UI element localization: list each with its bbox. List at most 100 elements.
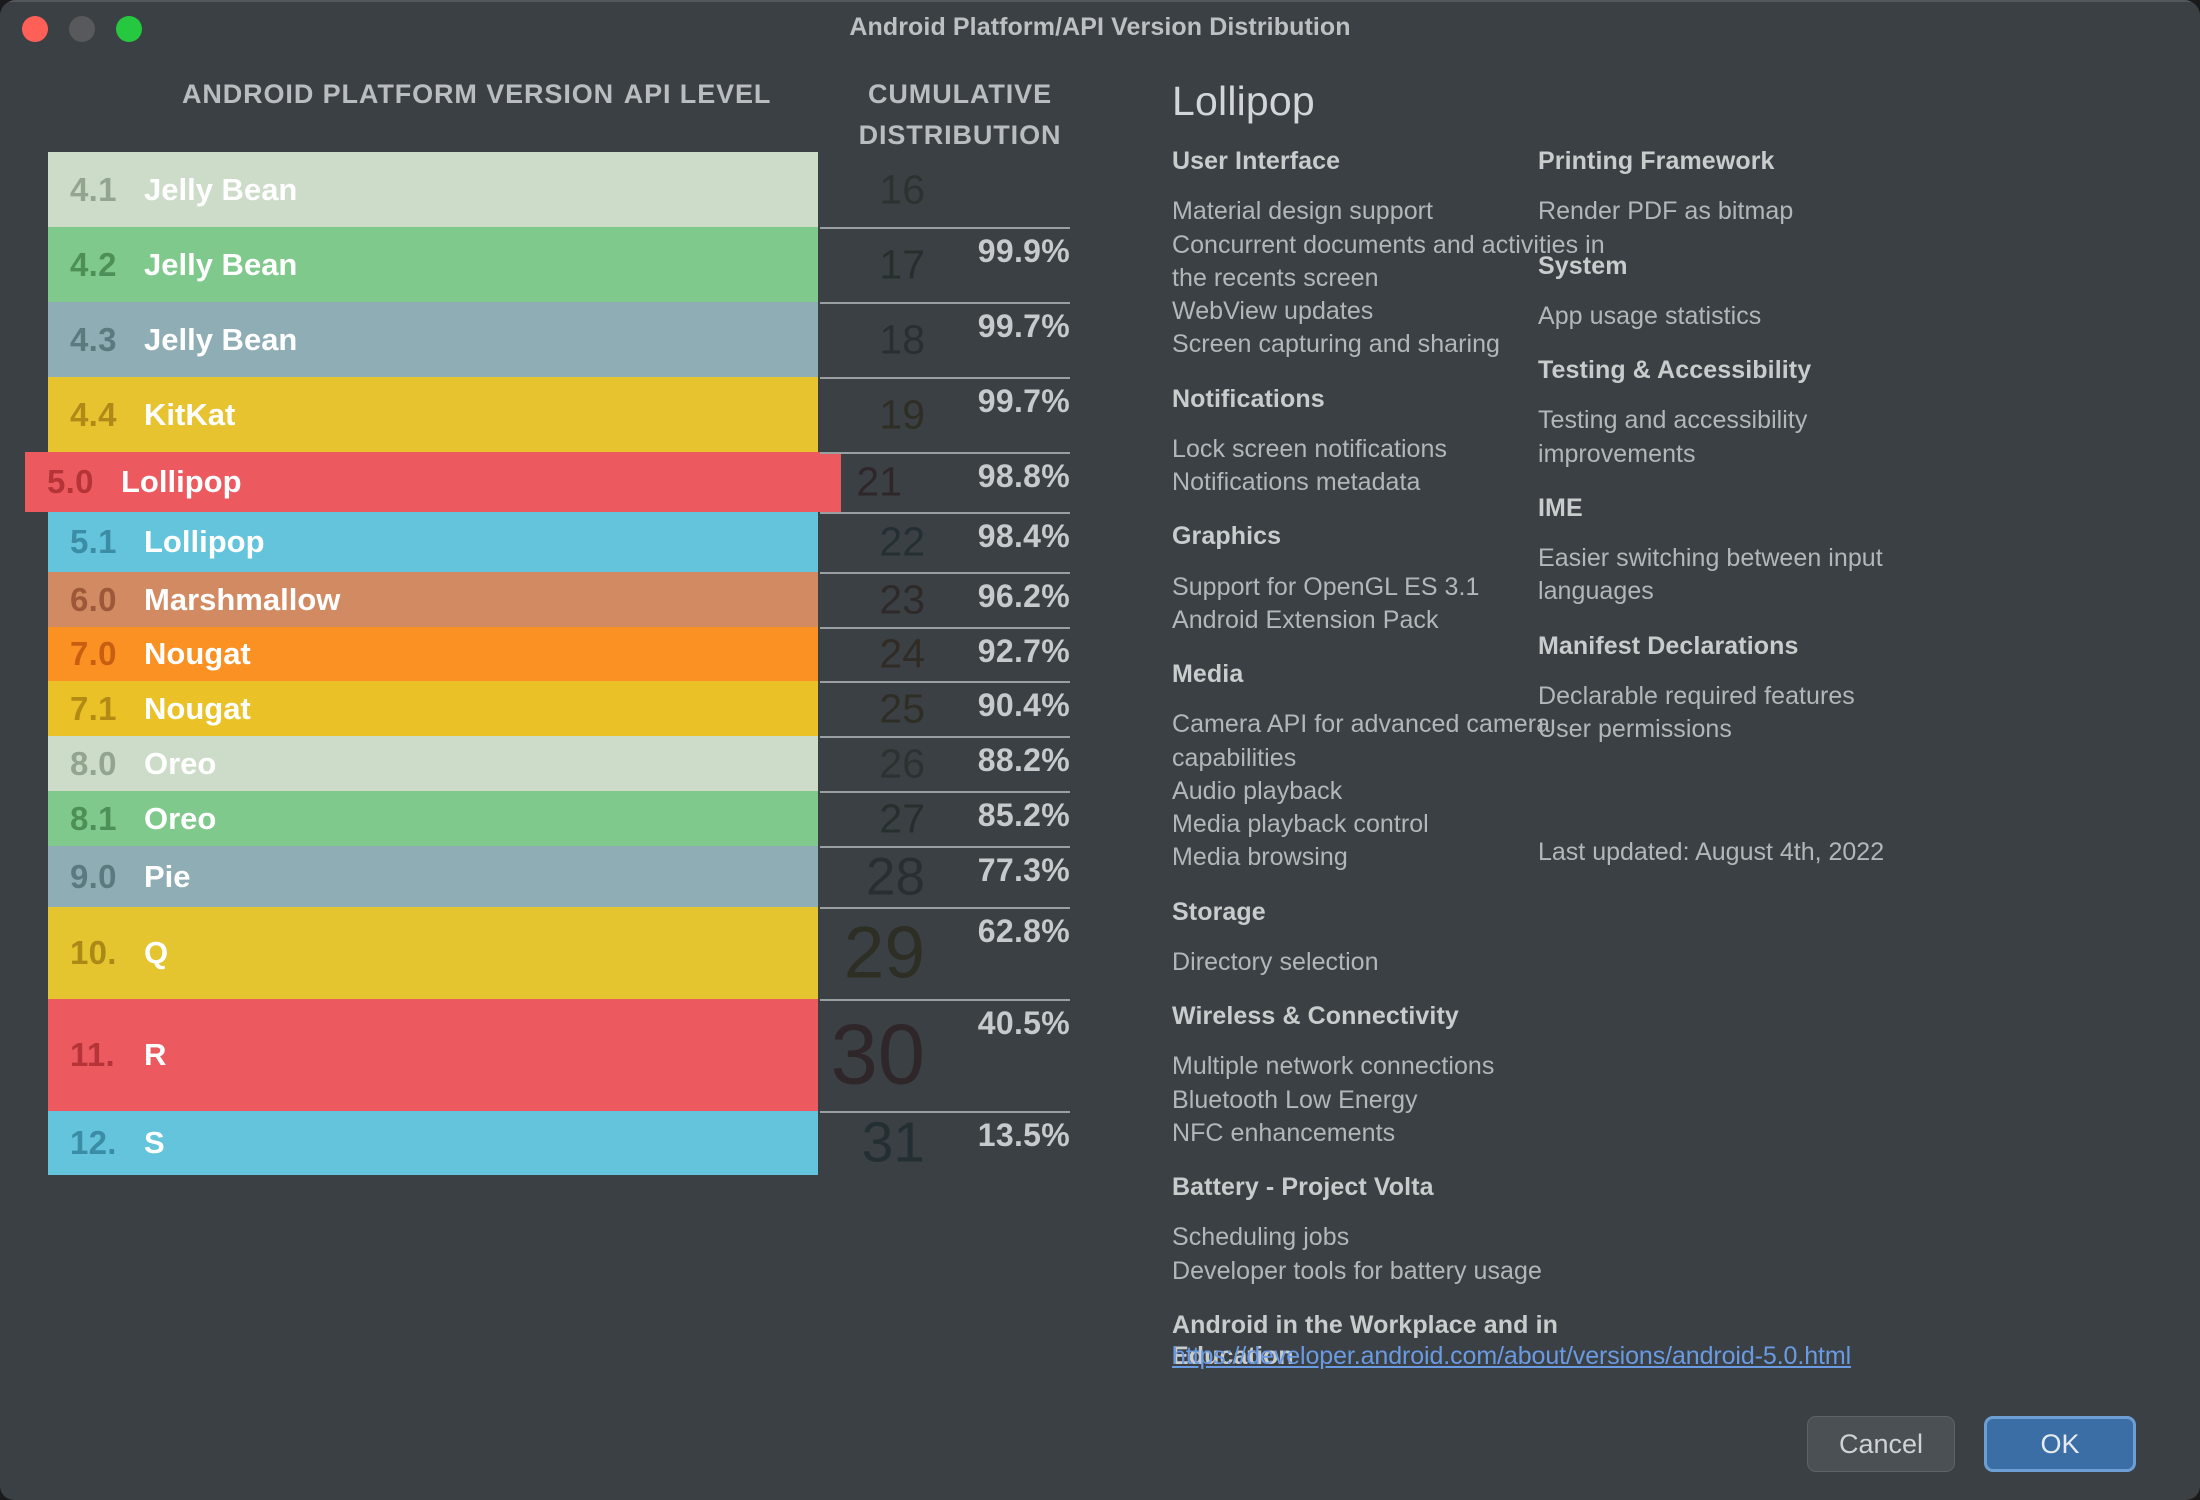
table-row[interactable]: 7.0 Nougat 24 92.7% (0, 627, 1100, 681)
feature-item: Scheduling jobs (1172, 1223, 1350, 1252)
row-platform-version: 10. (70, 934, 117, 971)
row-divider-line (820, 302, 1070, 304)
feature-section-heading: Wireless & Connectivity (1172, 1002, 1459, 1030)
table-row[interactable]: 10. Q 29 62.8% (0, 907, 1100, 999)
documentation-link[interactable]: https://developer.android.com/about/vers… (1172, 1342, 1852, 1370)
row-color-bar: 11. R (48, 999, 818, 1111)
row-platform-version: 5.1 (70, 523, 117, 560)
row-platform-version: 7.1 (70, 689, 117, 727)
feature-section-heading: System (1538, 251, 1628, 280)
row-cumulative-cell (820, 152, 1100, 227)
row-api-level: 22 (879, 518, 925, 565)
table-row[interactable]: 7.1 Nougat 25 90.4% (0, 681, 1100, 736)
row-color-bar: 4.4 KitKat (48, 377, 818, 452)
feature-section: Battery - Project Volta Scheduling jobs De… (1172, 1172, 1642, 1288)
feature-item: Multiple network connections (1172, 1052, 1495, 1081)
feature-section: Wireless & Connectivity Multiple network … (1172, 1001, 1642, 1150)
feature-item: Lock screen notifications (1172, 434, 1448, 463)
feature-item: Material design support (1172, 197, 1434, 226)
feature-section-heading: Testing & Accessibility (1538, 356, 1812, 384)
table-row[interactable]: 11. R 30 40.5% (0, 999, 1100, 1111)
feature-section-heading: Storage (1172, 897, 1266, 926)
row-api-level: 18 (879, 316, 925, 362)
window-title: Android Platform/API Version Distributio… (849, 13, 1351, 41)
window-controls (22, 16, 142, 42)
table-row[interactable]: 9.0 Pie 28 77.3% (0, 846, 1100, 907)
feature-item: Declarable required features (1538, 681, 1855, 710)
row-platform-name: Marshmallow (144, 581, 341, 617)
table-row[interactable]: 6.0 Marshmallow 23 96.2% (0, 572, 1100, 627)
row-platform-version: 9.0 (70, 857, 117, 895)
column-header-api-level: API Level (623, 79, 772, 109)
row-cumulative-cell: 62.8% (820, 907, 1100, 999)
row-platform-name: Lollipop (144, 524, 265, 559)
table-row[interactable]: 8.0 Oreo 26 88.2% (0, 736, 1100, 791)
row-platform-name: KitKat (144, 396, 236, 432)
feature-section-heading: IME (1538, 493, 1583, 522)
feature-section: IME Easier switching between input langua… (1538, 493, 1968, 609)
detail-column-left: User Interface Material design support Con… (1172, 146, 1642, 1394)
row-api-level: 28 (866, 847, 925, 906)
cancel-button[interactable]: Cancel (1807, 1416, 1955, 1472)
feature-item: Media playback control (1172, 810, 1429, 838)
row-color-bar: 8.1 Oreo (48, 791, 818, 846)
feature-section-heading: User Interface (1172, 147, 1341, 175)
table-row[interactable]: 4.3 Jelly Bean 18 99.7% (0, 302, 1100, 377)
feature-item: Bluetooth Low Energy (1172, 1085, 1418, 1114)
row-cumulative-value: 88.2% (977, 742, 1070, 778)
row-cumulative-value: 99.9% (977, 233, 1070, 269)
row-cumulative-value: 62.8% (977, 913, 1070, 949)
row-divider-line (820, 512, 1070, 514)
row-divider-line (820, 572, 1070, 574)
feature-section: Notifications Lock screen notifications No… (1172, 384, 1642, 500)
row-platform-version: 12. (70, 1124, 117, 1161)
row-color-bar: 8.0 Oreo (48, 736, 818, 791)
row-platform-name: Oreo (144, 745, 217, 781)
ok-button[interactable]: OK (1984, 1416, 2136, 1472)
table-row[interactable]: 4.4 KitKat 19 99.7% (0, 377, 1100, 452)
row-platform-version: 8.0 (70, 744, 117, 782)
row-cumulative-value: 90.4% (977, 687, 1070, 723)
feature-item: Developer tools for battery usage (1172, 1256, 1542, 1285)
row-platform-version: 4.3 (70, 320, 117, 358)
detail-column-right: Printing Framework Render PDF as bitmap Sy… (1538, 146, 1968, 867)
feature-item: NFC enhancements (1172, 1118, 1396, 1147)
row-platform-name: Q (144, 935, 169, 970)
feature-section: Media Camera API for advanced camera capa… (1172, 659, 1642, 875)
row-color-bar: 4.2 Jelly Bean (48, 227, 818, 302)
feature-item: Media browsing (1172, 843, 1348, 872)
table-row[interactable]: 4.2 Jelly Bean 17 99.9% (0, 227, 1100, 302)
row-platform-name: Jelly Bean (144, 246, 298, 282)
last-updated-text: Last updated: August 4th, 2022 (1538, 838, 1885, 867)
row-divider-line (820, 736, 1070, 738)
feature-section: Android in the Workplace and in Educatio… (1172, 1310, 1642, 1373)
row-color-bar: 5.1 Lollipop (48, 512, 818, 572)
detail-panel: Lollipop User Interface Material design s… (1160, 54, 2170, 1394)
row-platform-version: 7.0 (70, 635, 117, 672)
feature-item: WebView updates (1172, 297, 1374, 325)
row-cumulative-cell: 92.7% (820, 627, 1100, 681)
table-row[interactable]: 4.1 Jelly Bean 16 (0, 152, 1100, 227)
table-row[interactable]: 12. S 31 13.5% (0, 1111, 1100, 1175)
feature-section-heading: Printing Framework (1538, 147, 1775, 175)
feature-item: Support for OpenGL ES 3.1 (1172, 572, 1480, 601)
close-button[interactable] (22, 16, 48, 42)
table-row[interactable]: 5.0 Lollipop 21 98.8% (0, 452, 1100, 512)
minimize-button[interactable] (69, 16, 95, 42)
table-row[interactable]: 5.1 Lollipop 22 98.4% (0, 512, 1100, 572)
table-row[interactable]: 8.1 Oreo 27 85.2% (0, 791, 1100, 846)
row-divider-line (820, 627, 1070, 629)
row-divider-line (820, 452, 1070, 454)
feature-item: Easier switching between input languages (1538, 544, 1883, 606)
detail-title: Lollipop (1172, 78, 1315, 124)
row-cumulative-value: 99.7% (977, 308, 1070, 344)
row-platform-name: Nougat (144, 636, 251, 671)
row-api-level: 30 (830, 1007, 925, 1103)
row-color-bar: 6.0 Marshmallow (48, 572, 818, 627)
row-cumulative-value: 85.2% (977, 797, 1070, 833)
feature-section: Storage Directory selection (1172, 897, 1642, 980)
zoom-button[interactable] (116, 16, 142, 42)
feature-section: System App usage statistics (1538, 251, 1968, 334)
row-platform-version: 11. (70, 1036, 115, 1073)
row-cumulative-value: 98.4% (977, 518, 1070, 554)
